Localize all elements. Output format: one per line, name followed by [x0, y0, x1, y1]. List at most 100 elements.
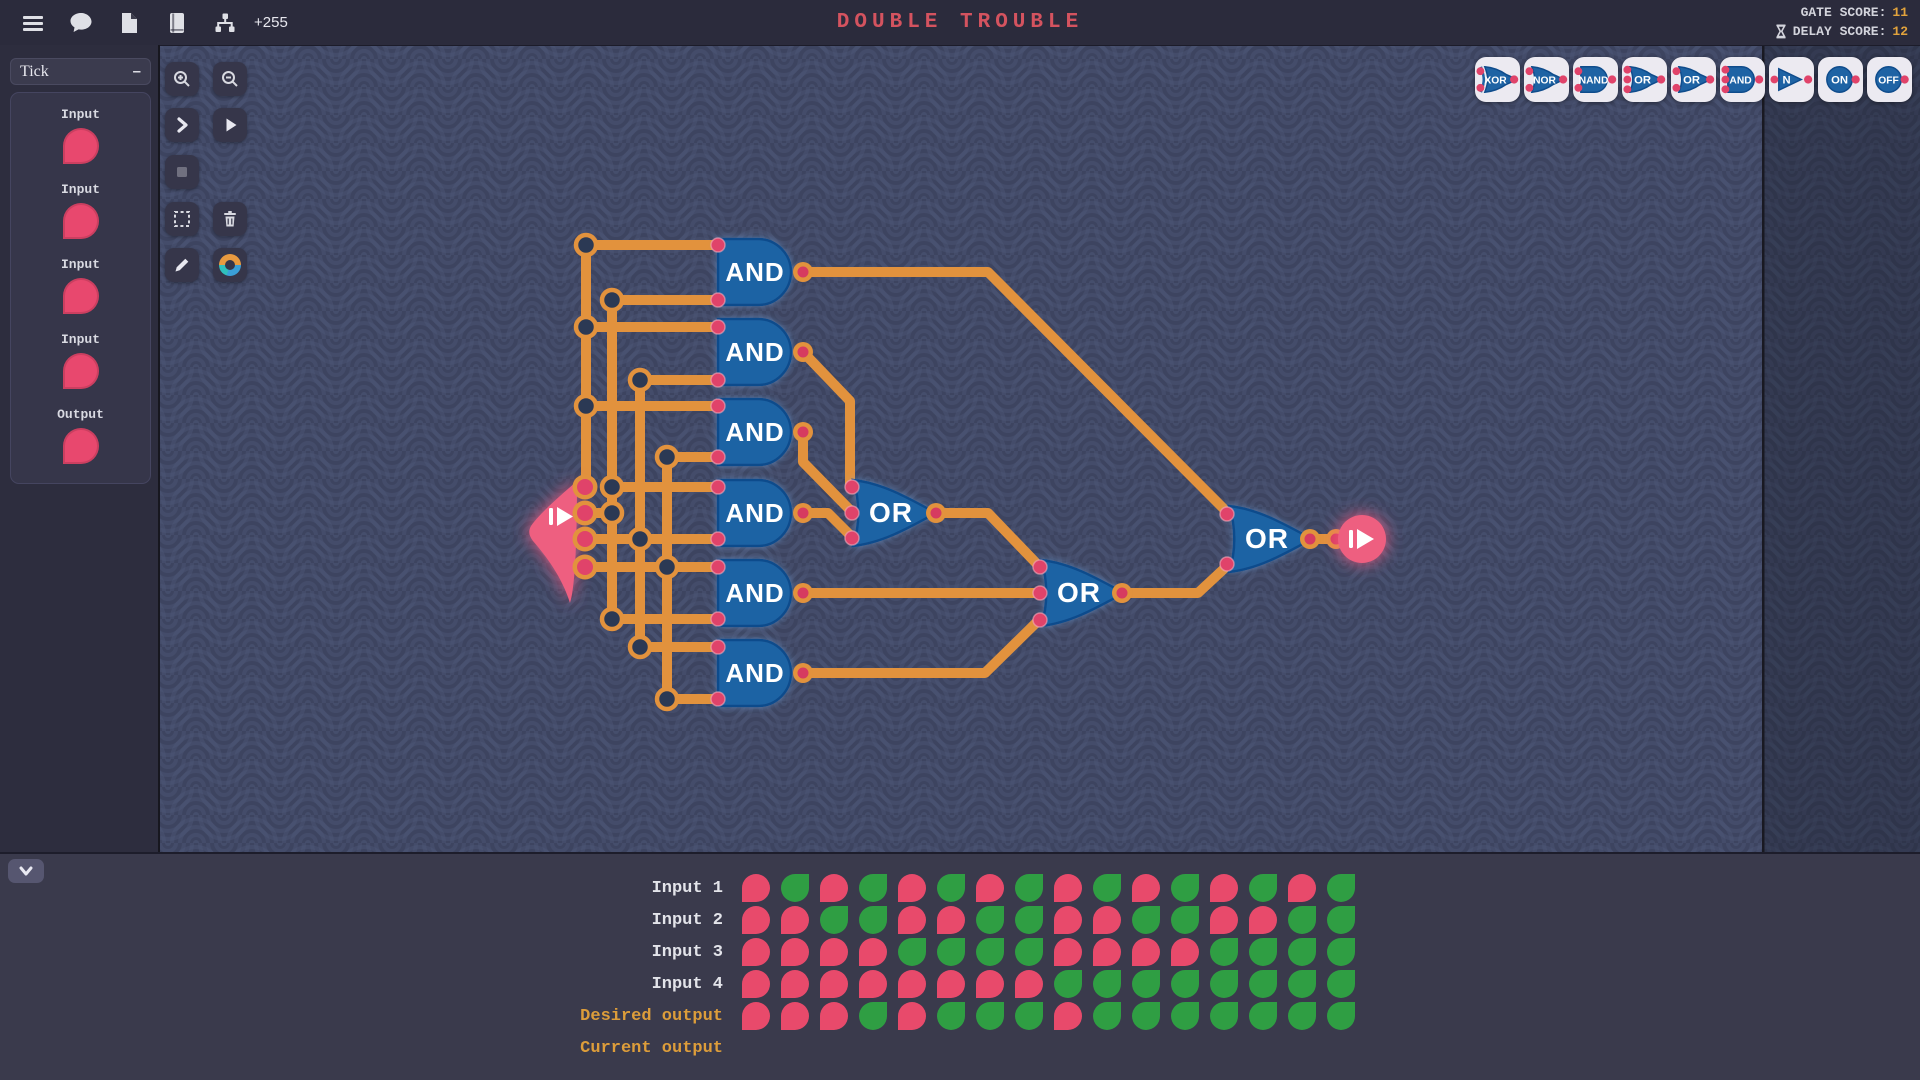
and-gate[interactable]: [716, 558, 793, 628]
and-gate[interactable]: [716, 317, 793, 387]
signal-off-dot: [898, 906, 926, 934]
truth-table-row-label: Current output: [580, 1038, 723, 1058]
io-list-panel: Input Input Input Input Output: [10, 92, 151, 484]
palette-gate-icon: NOR: [1525, 65, 1568, 94]
gate-input-pin[interactable]: [1032, 612, 1048, 628]
gate-input-pin[interactable]: [844, 479, 860, 495]
palette-gate-xor[interactable]: XOR: [1475, 57, 1520, 102]
gate-output-pin-core: [797, 587, 809, 599]
play-button[interactable]: [213, 108, 247, 142]
input-node-play-icon: [557, 507, 573, 526]
io-teardrop-icon[interactable]: [62, 203, 99, 239]
wire[interactable]: [1119, 561, 1232, 598]
zoom-in-button[interactable]: [165, 62, 199, 96]
wire-junction[interactable]: [573, 393, 599, 419]
and-gate[interactable]: [716, 478, 793, 548]
wire-junction[interactable]: [599, 474, 625, 500]
palette-gate-off[interactable]: OFF: [1867, 57, 1912, 102]
palette-gate-or[interactable]: OR: [1671, 57, 1716, 102]
input-node[interactable]: [529, 481, 577, 603]
library-icon[interactable]: [164, 10, 190, 36]
chat-icon[interactable]: [68, 10, 94, 36]
wire-junction[interactable]: [599, 287, 625, 313]
sidebar-io-item-input[interactable]: Input: [11, 107, 150, 164]
gate-input-pin[interactable]: [710, 449, 726, 465]
io-teardrop-icon[interactable]: [62, 278, 99, 314]
collapse-panel-button[interactable]: [8, 859, 44, 883]
wire-junction[interactable]: [573, 232, 599, 258]
circuit-canvas[interactable]: AND AND AND AND AND AND OR OR OR: [160, 45, 1920, 852]
gate-input-pin[interactable]: [710, 292, 726, 308]
io-teardrop-icon[interactable]: [62, 428, 99, 464]
schematic-icon[interactable]: [116, 10, 142, 36]
wire-junction[interactable]: [627, 367, 653, 393]
gate-input-pin[interactable]: [710, 237, 726, 253]
svg-text:NAND: NAND: [1579, 75, 1609, 86]
sidebar-io-item-input[interactable]: Input: [11, 332, 150, 389]
box-select-button[interactable]: [165, 202, 199, 236]
stop-button[interactable]: [165, 155, 199, 189]
wire-junction[interactable]: [627, 526, 653, 552]
theme-button[interactable]: [213, 248, 247, 282]
gate-input-pin[interactable]: [1032, 559, 1048, 575]
signal-on-dot: [1249, 874, 1277, 902]
sidebar-io-item-input[interactable]: Input: [11, 257, 150, 314]
gate-input-pin[interactable]: [844, 505, 860, 521]
signal-off-dot: [742, 970, 770, 998]
palette-gate-and[interactable]: AND: [1720, 57, 1765, 102]
wire-junction[interactable]: [573, 314, 599, 340]
and-gate[interactable]: [716, 237, 793, 307]
minimize-icon[interactable]: –: [132, 63, 141, 80]
io-teardrop-icon[interactable]: [62, 128, 99, 164]
zoom-out-button[interactable]: [213, 62, 247, 96]
hierarchy-icon[interactable]: [212, 10, 238, 36]
tick-panel-header[interactable]: Tick –: [10, 58, 151, 85]
gate-label: OR: [869, 497, 913, 528]
and-gate[interactable]: [716, 397, 793, 467]
gate-input-pin[interactable]: [1032, 585, 1048, 601]
and-gate[interactable]: [716, 638, 793, 708]
gate-input-pin[interactable]: [710, 319, 726, 335]
top-bar: +255 DOUBLE TROUBLE GATE SCORE: 11 DELAY…: [0, 0, 1920, 46]
gate-input-pin[interactable]: [844, 530, 860, 546]
gate-input-pin[interactable]: [710, 559, 726, 575]
gate-input-pin[interactable]: [1219, 506, 1235, 522]
gate-input-pin[interactable]: [1219, 556, 1235, 572]
wire-junction[interactable]: [654, 686, 680, 712]
io-item-label: Input: [60, 257, 100, 272]
wire[interactable]: [933, 508, 1043, 570]
step-button[interactable]: [165, 108, 199, 142]
wire-junction[interactable]: [654, 554, 680, 580]
signal-off-dot: [742, 874, 770, 902]
palette-gate-nand[interactable]: NAND: [1573, 57, 1618, 102]
wire[interactable]: [798, 616, 1043, 678]
wire-junction[interactable]: [599, 606, 625, 632]
menu-icon[interactable]: [20, 10, 46, 36]
or-gate[interactable]: [1227, 504, 1315, 574]
palette-gate-on[interactable]: ON: [1818, 57, 1863, 102]
gate-input-pin[interactable]: [710, 531, 726, 547]
palette-gate-or[interactable]: OR: [1622, 57, 1667, 102]
gate-input-pin[interactable]: [710, 611, 726, 627]
palette-gate-nor[interactable]: NOR: [1524, 57, 1569, 102]
gate-input-pin[interactable]: [710, 479, 726, 495]
wire[interactable]: [798, 347, 855, 489]
gate-input-pin[interactable]: [710, 691, 726, 707]
canvas-right-divider: [1762, 45, 1765, 852]
palette-gate-n[interactable]: N: [1769, 57, 1814, 102]
signal-off-dot: [742, 1002, 770, 1030]
sidebar-io-item-output[interactable]: Output: [11, 407, 150, 464]
wire[interactable]: [798, 267, 1229, 514]
sidebar-io-item-input[interactable]: Input: [11, 182, 150, 239]
gate-output-pin-core: [1116, 587, 1128, 599]
signal-on-dot: [1288, 906, 1316, 934]
io-teardrop-icon[interactable]: [62, 353, 99, 389]
wire-junction[interactable]: [654, 444, 680, 470]
wire-junction[interactable]: [599, 500, 625, 526]
edit-button[interactable]: [165, 248, 199, 282]
gate-input-pin[interactable]: [710, 372, 726, 388]
wire-junction[interactable]: [627, 634, 653, 660]
delete-button[interactable]: [213, 202, 247, 236]
gate-input-pin[interactable]: [710, 639, 726, 655]
gate-input-pin[interactable]: [710, 398, 726, 414]
